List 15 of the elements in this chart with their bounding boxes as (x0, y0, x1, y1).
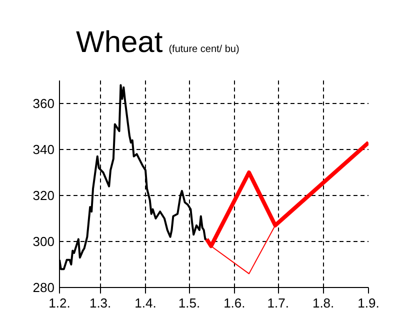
y-tick-label: 320 (32, 188, 55, 203)
x-tick-label: 1.8. (312, 296, 334, 310)
y-tick-label: 360 (32, 96, 55, 111)
y-tick-label: 300 (32, 234, 55, 249)
chart-subtitle: (future cent/ bu) (168, 44, 240, 55)
x-tick-label: 1.6. (224, 296, 246, 310)
y-tick-label: 340 (32, 142, 55, 157)
x-tick-label: 1.9. (358, 296, 380, 310)
x-tick-label: 1.4. (134, 296, 156, 310)
chart-title: Wheat (76, 26, 163, 59)
x-tick-label: 1.5. (178, 296, 200, 310)
x-tick-label: 1.3. (89, 296, 112, 310)
y-tick-label: 280 (32, 280, 55, 295)
x-tick-label: 1.2. (48, 296, 70, 310)
x-tick-label: 1.7. (267, 296, 289, 310)
